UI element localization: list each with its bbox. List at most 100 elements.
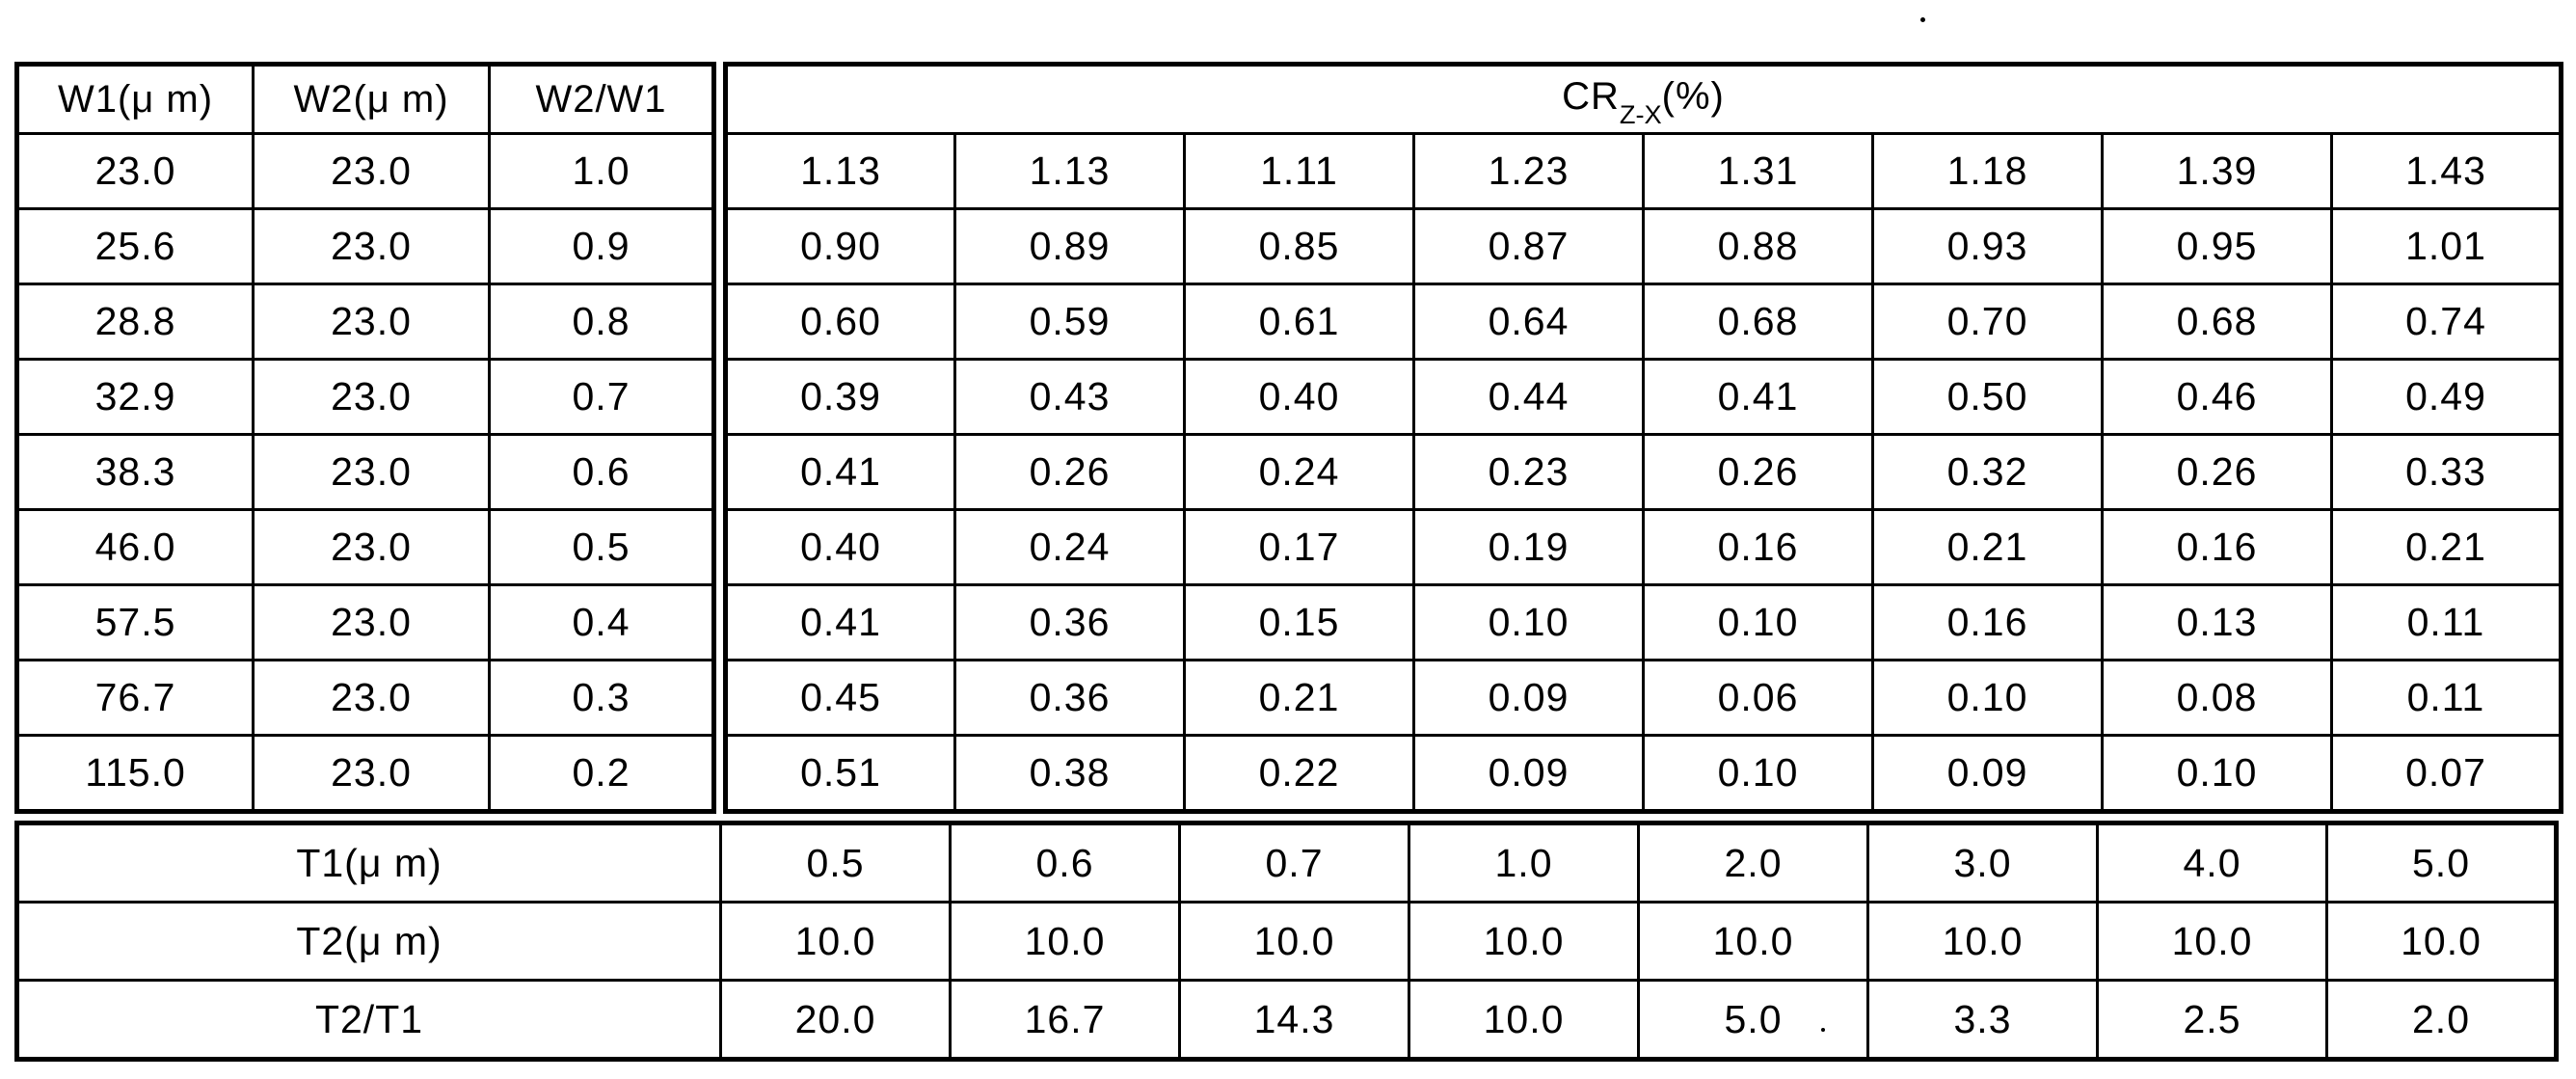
w2-cell: 23.0 bbox=[252, 433, 491, 511]
cr-value-cell: 0.23 bbox=[1412, 433, 1645, 511]
cr-value-cell: 0.15 bbox=[1183, 583, 1415, 661]
cr-header-subscript: Z-X bbox=[1619, 98, 1662, 129]
w2-cell: 23.0 bbox=[252, 583, 491, 661]
cr-value-cell: 0.88 bbox=[1642, 207, 1874, 285]
w2w1-ratio-cell: 0.3 bbox=[488, 659, 715, 737]
w-data-row: 25.6 23.0 0.9 bbox=[15, 207, 715, 285]
w1-cell: 32.9 bbox=[15, 358, 255, 436]
w-data-row: 115.0 23.0 0.2 bbox=[15, 734, 715, 813]
t-value-cell: 1.0 bbox=[1408, 822, 1640, 904]
t-value-cell: 10.0 bbox=[2096, 901, 2328, 982]
cr-value-cell: 1.43 bbox=[2330, 132, 2563, 210]
cr-value-cell: 0.46 bbox=[2101, 358, 2333, 436]
w1-cell: 46.0 bbox=[15, 508, 255, 586]
cr-data-row: 0.40 0.24 0.17 0.19 0.16 0.21 0.16 0.21 bbox=[724, 508, 2563, 586]
t-value-cell: 5.0 bbox=[1637, 979, 1869, 1061]
t-parameters-table: T1(μ m) 0.5 0.6 0.7 1.0 2.0 3.0 4.0 5.0 T2(μ m) 10… bbox=[14, 821, 2559, 1062]
cr-value-cell: 0.16 bbox=[1642, 508, 1874, 586]
cr-value-cell: 0.39 bbox=[724, 358, 956, 436]
t-value-cell: 4.0 bbox=[2096, 822, 2328, 904]
cr-data-row: 0.51 0.38 0.22 0.09 0.10 0.09 0.10 0.07 bbox=[724, 734, 2563, 813]
cr-value-cell: 0.68 bbox=[1642, 283, 1874, 361]
cr-value-cell: 0.44 bbox=[1412, 358, 1645, 436]
t-value-cell: 3.3 bbox=[1866, 979, 2099, 1061]
cr-value-cell: 0.93 bbox=[1871, 207, 2104, 285]
cr-data-row: 0.41 0.36 0.15 0.10 0.10 0.16 0.13 0.11 bbox=[724, 583, 2563, 661]
t-value-cell: 5.0 bbox=[2325, 822, 2558, 904]
w2w1-ratio-cell: 0.7 bbox=[488, 358, 715, 436]
w1-cell: 25.6 bbox=[15, 207, 255, 285]
t-value-cell: 14.3 bbox=[1178, 979, 1410, 1061]
cr-value-cell: 0.33 bbox=[2330, 433, 2563, 511]
cr-value-cell: 0.10 bbox=[1412, 583, 1645, 661]
cr-values-table: CRZ-X(%) 1.13 1.13 1.11 1.23 1.31 1.18 1.39 1.4… bbox=[723, 62, 2563, 814]
cr-header-base: CR bbox=[1562, 74, 1620, 118]
cr-value-cell: 0.21 bbox=[1871, 508, 2104, 586]
w2-cell: 23.0 bbox=[252, 358, 491, 436]
cr-value-cell: 0.40 bbox=[1183, 358, 1415, 436]
w2w1-ratio-cell: 0.5 bbox=[488, 508, 715, 586]
w2-cell: 23.0 bbox=[252, 734, 491, 813]
t-value-cell: 10.0 bbox=[2325, 901, 2558, 982]
w-header-row: W1(μ m) W2(μ m) W2/W1 bbox=[15, 63, 715, 135]
w-data-row: 32.9 23.0 0.7 bbox=[15, 358, 715, 436]
t-value-cell: 10.0 bbox=[1178, 901, 1410, 982]
cr-value-cell: 0.51 bbox=[724, 734, 956, 813]
cr-value-cell: 0.13 bbox=[2101, 583, 2333, 661]
cr-value-cell: 0.07 bbox=[2330, 734, 2563, 813]
w2-cell: 23.0 bbox=[252, 508, 491, 586]
cr-value-cell: 0.08 bbox=[2101, 659, 2333, 737]
cr-header-unit: (%) bbox=[1661, 74, 1725, 118]
cr-value-cell: 1.39 bbox=[2101, 132, 2333, 210]
cr-data-row: 0.41 0.26 0.24 0.23 0.26 0.32 0.26 0.33 bbox=[724, 433, 2563, 511]
cr-value-cell: 0.40 bbox=[724, 508, 956, 586]
cr-value-cell: 0.43 bbox=[953, 358, 1186, 436]
cr-value-cell: 0.89 bbox=[953, 207, 1186, 285]
t-value-cell: 2.0 bbox=[2325, 979, 2558, 1061]
t-value-cell: 0.7 bbox=[1178, 822, 1410, 904]
scan-speckle bbox=[1821, 1028, 1825, 1032]
t-value-cell: 16.7 bbox=[949, 979, 1181, 1061]
cr-value-cell: 0.49 bbox=[2330, 358, 2563, 436]
w-data-row: 46.0 23.0 0.5 bbox=[15, 508, 715, 586]
w2w1-ratio-cell: 1.0 bbox=[488, 132, 715, 210]
cr-value-cell: 0.21 bbox=[2330, 508, 2563, 586]
cr-header-cell: CRZ-X(%) bbox=[724, 63, 2563, 135]
t-value-cell: 0.5 bbox=[719, 822, 952, 904]
w-data-row: 28.8 23.0 0.8 bbox=[15, 283, 715, 361]
table-top-section: W1(μ m) W2(μ m) W2/W1 23.0 23.0 1.0 25.6 23.… bbox=[14, 62, 2563, 814]
w-data-row: 38.3 23.0 0.6 bbox=[15, 433, 715, 511]
cr-value-cell: 0.09 bbox=[1412, 659, 1645, 737]
patent-table-figure: W1(μ m) W2(μ m) W2/W1 23.0 23.0 1.0 25.6 23.… bbox=[14, 62, 2563, 1062]
cr-value-cell: 0.74 bbox=[2330, 283, 2563, 361]
w-data-row: 76.7 23.0 0.3 bbox=[15, 659, 715, 737]
cr-value-cell: 1.13 bbox=[953, 132, 1186, 210]
cr-value-cell: 0.41 bbox=[1642, 358, 1874, 436]
cr-value-cell: 0.10 bbox=[1642, 734, 1874, 813]
w1-cell: 115.0 bbox=[15, 734, 255, 813]
cr-value-cell: 0.50 bbox=[1871, 358, 2104, 436]
t-value-cell: 10.0 bbox=[719, 901, 952, 982]
cr-value-cell: 1.01 bbox=[2330, 207, 2563, 285]
cr-value-cell: 0.26 bbox=[1642, 433, 1874, 511]
t-value-cell: 10.0 bbox=[1637, 901, 1869, 982]
w2-header-cell: W2(μ m) bbox=[252, 63, 491, 135]
cr-value-cell: 0.17 bbox=[1183, 508, 1415, 586]
w-parameters-table: W1(μ m) W2(μ m) W2/W1 23.0 23.0 1.0 25.6 23.… bbox=[14, 62, 716, 814]
cr-value-cell: 0.38 bbox=[953, 734, 1186, 813]
w2-cell: 23.0 bbox=[252, 283, 491, 361]
cr-value-cell: 0.32 bbox=[1871, 433, 2104, 511]
cr-value-cell: 0.10 bbox=[1871, 659, 2104, 737]
w2w1-header-cell: W2/W1 bbox=[488, 63, 715, 135]
t-value-cell: 2.5 bbox=[2096, 979, 2328, 1061]
cr-value-cell: 0.90 bbox=[724, 207, 956, 285]
cr-value-cell: 0.70 bbox=[1871, 283, 2104, 361]
cr-value-cell: 0.41 bbox=[724, 433, 956, 511]
cr-value-cell: 0.10 bbox=[2101, 734, 2333, 813]
cr-value-cell: 0.36 bbox=[953, 583, 1186, 661]
w2-cell: 23.0 bbox=[252, 132, 491, 210]
cr-data-row: 0.90 0.89 0.85 0.87 0.88 0.93 0.95 1.01 bbox=[724, 207, 2563, 285]
t-value-cell: 10.0 bbox=[1866, 901, 2099, 982]
cr-value-cell: 1.18 bbox=[1871, 132, 2104, 210]
